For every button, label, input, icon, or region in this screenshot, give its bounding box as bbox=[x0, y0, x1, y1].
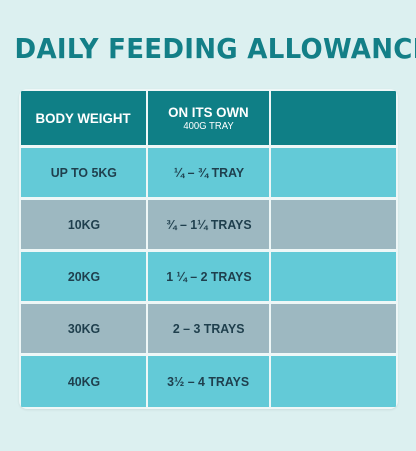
amount-value: 1 ¼ – 2 TRAYS bbox=[165, 269, 252, 284]
amount-value: ¾ – 1¼ TRAYS bbox=[165, 217, 252, 232]
amount-value: ¼ – ¾ TRAY bbox=[173, 165, 244, 180]
feeding-table: BODY WEIGHT ON ITS OWN 400G TRAY UP TO 5… bbox=[19, 89, 398, 409]
body-weight-value: 10KG bbox=[67, 217, 100, 232]
header-tray-size: 400G TRAY bbox=[183, 121, 234, 132]
amount-cell: 1 ¼ – 2 TRAYS bbox=[148, 252, 269, 301]
body-weight-value: 40KG bbox=[67, 374, 100, 389]
extra-cell bbox=[271, 252, 396, 301]
header-on-its-own: ON ITS OWN 400G TRAY bbox=[148, 91, 269, 145]
amount-cell: 3½ – 4 TRAYS bbox=[148, 356, 269, 407]
amount-cell: ¼ – ¾ TRAY bbox=[148, 148, 269, 197]
amount-value: 2 – 3 TRAYS bbox=[172, 321, 245, 336]
body-weight-value: UP TO 5KG bbox=[50, 165, 117, 180]
table-row: UP TO 5KG ¼ – ¾ TRAY bbox=[19, 148, 398, 197]
header-empty-column bbox=[271, 91, 396, 145]
body-weight-cell: 10KG bbox=[21, 200, 146, 249]
extra-cell bbox=[271, 200, 396, 249]
header-on-its-own-label: ON ITS OWN bbox=[168, 104, 249, 120]
table-row: 40KG 3½ – 4 TRAYS bbox=[19, 356, 398, 407]
body-weight-cell: UP TO 5KG bbox=[21, 148, 146, 197]
table-row: 30KG 2 – 3 TRAYS bbox=[19, 304, 398, 353]
extra-cell bbox=[271, 356, 396, 407]
extra-cell bbox=[271, 304, 396, 353]
amount-cell: 2 – 3 TRAYS bbox=[148, 304, 269, 353]
amount-value: 3½ – 4 TRAYS bbox=[167, 374, 250, 389]
table-header-row: BODY WEIGHT ON ITS OWN 400G TRAY bbox=[19, 91, 398, 145]
body-weight-cell: 30KG bbox=[21, 304, 146, 353]
page-title: DAILY FEEDING ALLOWANCE bbox=[14, 32, 416, 65]
body-weight-cell: 40KG bbox=[21, 356, 146, 407]
header-body-weight: BODY WEIGHT bbox=[21, 91, 146, 145]
body-weight-value: 20KG bbox=[67, 269, 100, 284]
body-weight-cell: 20KG bbox=[21, 252, 146, 301]
header-body-weight-label: BODY WEIGHT bbox=[35, 110, 132, 126]
table-row: 10KG ¾ – 1¼ TRAYS bbox=[19, 200, 398, 249]
amount-cell: ¾ – 1¼ TRAYS bbox=[148, 200, 269, 249]
table-row: 20KG 1 ¼ – 2 TRAYS bbox=[19, 252, 398, 301]
body-weight-value: 30KG bbox=[67, 321, 100, 336]
extra-cell bbox=[271, 148, 396, 197]
